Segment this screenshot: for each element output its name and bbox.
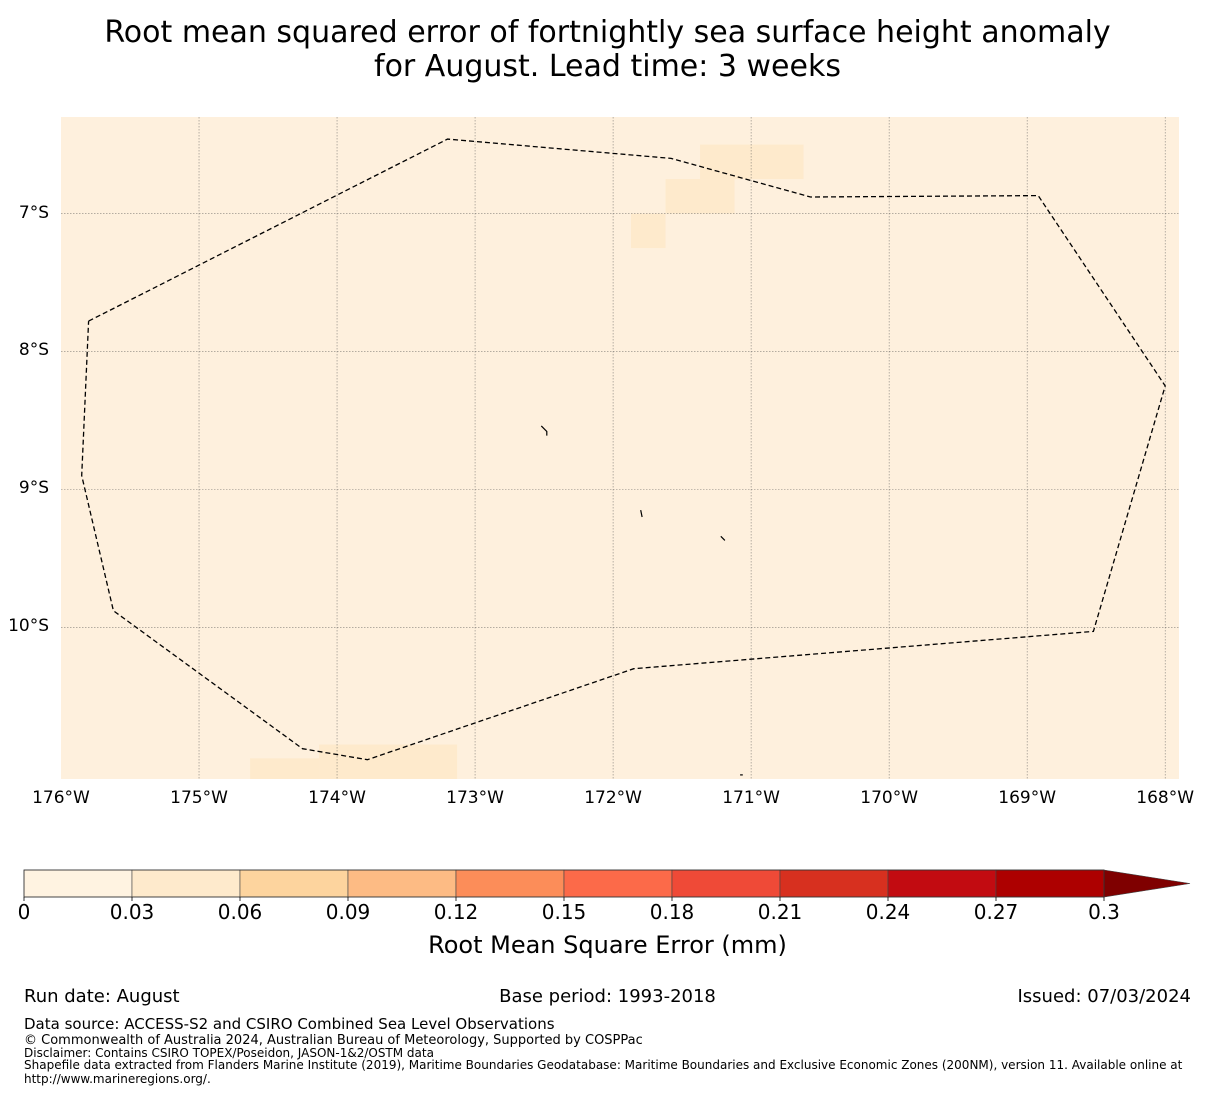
- rmse-cell: [665, 179, 735, 214]
- colorbar-extend-arrow: [1103, 869, 1191, 898]
- colorbar-tick-label: 0.15: [541, 900, 587, 924]
- lon-label: 170°W: [860, 788, 919, 808]
- issued-date: Issued: 07/03/2024: [1017, 986, 1191, 1007]
- lat-label: 10°S: [8, 616, 49, 637]
- lon-label: 176°W: [32, 788, 90, 808]
- lon-label: 171°W: [722, 788, 780, 808]
- lat-label: 8°S: [18, 340, 49, 361]
- rmse-cell: [700, 144, 804, 180]
- map-background: [61, 117, 1179, 779]
- island-outline: [540, 425, 548, 436]
- island-outline: [720, 535, 726, 541]
- run-date: Run date: August: [24, 986, 180, 1007]
- map-title-line1: Root mean squared error of fortnightly s…: [104, 15, 1111, 50]
- colorbar-tick-label: 0.09: [325, 900, 371, 924]
- colorbar-segment: [239, 869, 349, 898]
- colorbar-segment: [23, 869, 133, 898]
- lat-label: 7°S: [18, 202, 49, 223]
- colorbar: [23, 869, 1191, 901]
- island-outline: [640, 509, 643, 518]
- copyright: © Commonwealth of Australia 2024, Austra…: [24, 1033, 643, 1048]
- colorbar-segment: [563, 869, 673, 898]
- colorbar-segment: [455, 869, 565, 898]
- base-period: Base period: 1993-2018: [499, 986, 716, 1007]
- colorbar-tick-label: 0.24: [865, 900, 911, 924]
- colorbar-segment: [347, 869, 457, 898]
- colorbar-tick-label: 0.3: [1088, 900, 1120, 924]
- colorbar-segment: [671, 869, 781, 898]
- colorbar-tick-label: 0: [17, 900, 31, 924]
- data-source: Data source: ACCESS-S2 and CSIRO Combine…: [24, 1015, 555, 1033]
- colorbar-label: Root Mean Square Error (mm): [428, 931, 787, 959]
- colorbar-tick-label: 0.21: [757, 900, 803, 924]
- lon-label: 175°W: [170, 788, 228, 808]
- lon-label: 172°W: [584, 788, 642, 808]
- lat-label: 9°S: [18, 478, 49, 499]
- lon-label: 174°W: [308, 788, 366, 808]
- lon-label: 168°W: [1136, 788, 1195, 808]
- lon-label: 173°W: [446, 788, 504, 808]
- colorbar-tick-label: 0.18: [649, 900, 695, 924]
- colorbar-tick-label: 0.06: [217, 900, 263, 924]
- eez-boundary: [81, 138, 1166, 761]
- colorbar-segment: [887, 869, 997, 898]
- colorbar-segment: [131, 869, 241, 898]
- rmse-cell: [631, 213, 666, 249]
- colorbar-tick-label: 0.03: [109, 900, 155, 924]
- colorbar-tick-label: 0.27: [973, 900, 1019, 924]
- lon-label: 169°W: [998, 788, 1057, 808]
- colorbar-segment: [995, 869, 1105, 898]
- disclaimer: Disclaimer: Contains CSIRO TOPEX/Poseido…: [24, 1046, 434, 1060]
- shapefile-url: http://www.marineregions.org/.: [24, 1072, 211, 1086]
- rmse-cell: [319, 744, 458, 779]
- colorbar-segment: [779, 869, 889, 898]
- map-title-line2: for August. Lead time: 3 weeks: [374, 49, 841, 84]
- colorbar-tick-label: 0.12: [433, 900, 479, 924]
- shapefile-credit: Shapefile data extracted from Flanders M…: [24, 1058, 1183, 1072]
- rmse-cell: [250, 758, 320, 779]
- map-area: [61, 117, 1179, 779]
